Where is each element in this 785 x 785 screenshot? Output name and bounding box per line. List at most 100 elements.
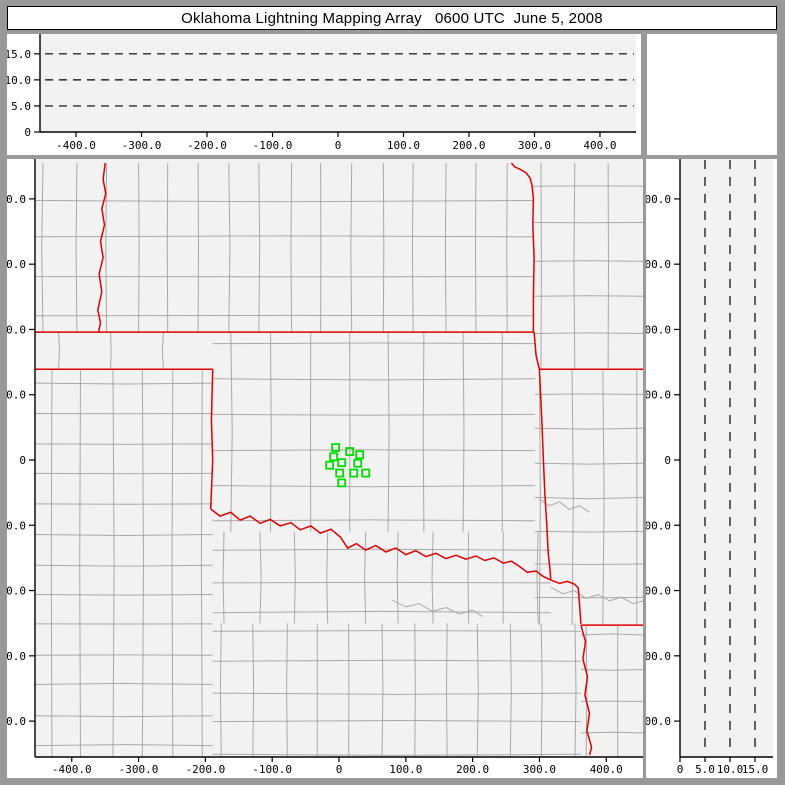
county-line — [212, 659, 581, 662]
county-line — [540, 623, 543, 757]
ew-tick-label: 100.0 — [387, 139, 420, 152]
ew-tick-label: -200.0 — [185, 763, 225, 776]
station-marker — [331, 443, 341, 452]
county-line — [252, 623, 255, 757]
county-line — [35, 594, 213, 596]
ew-tick-label: -100.0 — [252, 763, 292, 776]
county-line — [445, 623, 448, 757]
county-line — [574, 623, 577, 757]
station-marker — [353, 458, 363, 468]
ns-tick-label: -100.0 — [646, 519, 671, 532]
altitude-tick-label: 0 — [24, 126, 31, 139]
ns-tick-label: 200.0 — [646, 323, 671, 336]
county-line — [35, 715, 213, 718]
county-line — [222, 531, 225, 624]
county-line — [212, 610, 551, 614]
county-line — [75, 162, 78, 333]
state-border-ok-ar-border — [533, 332, 552, 581]
county-line — [259, 531, 262, 624]
county-line — [35, 534, 213, 537]
ew-tick-label: 400.0 — [590, 763, 623, 776]
ew-tick-label: -100.0 — [253, 139, 293, 152]
plot-background — [40, 34, 636, 132]
county-line — [212, 485, 535, 488]
county-line — [533, 260, 643, 262]
county-line — [476, 623, 479, 757]
county-line — [431, 531, 434, 624]
ns-tick-label: 100.0 — [646, 389, 671, 402]
county-line — [571, 369, 574, 626]
county-line — [290, 162, 293, 333]
ew-tick-label: 100.0 — [389, 763, 422, 776]
county-line — [534, 496, 643, 500]
county-line — [580, 731, 643, 734]
altitude-ew-plot: 0 5.0 10.0 15.0 -400.0 -300.0 -200.0 -100.0 0 100… — [7, 34, 636, 152]
county-line — [212, 378, 535, 381]
altitude-tick-label: 15.0 — [7, 48, 31, 61]
county-line — [444, 162, 447, 333]
ew-tick-label: 300.0 — [523, 763, 556, 776]
county-line — [35, 200, 534, 203]
county-line — [364, 531, 367, 624]
county-line — [212, 342, 535, 345]
plot-background — [680, 159, 773, 757]
ns-tick-label: -400.0 — [7, 715, 26, 728]
altitude-ns-plot: 400.0 300.0 200.0 100.0 0 -100.0 -200.0 -300.0 -… — [646, 159, 773, 776]
map-layers — [35, 162, 643, 757]
county-line — [212, 413, 535, 416]
county-line — [381, 623, 384, 757]
station-marker — [325, 460, 335, 470]
county-line — [161, 332, 164, 370]
county-line — [411, 162, 414, 333]
ns-tick-label: 400.0 — [7, 193, 26, 206]
county-line — [258, 162, 261, 333]
county-line — [286, 623, 288, 757]
county-line — [382, 162, 385, 333]
altitude-tick-label: 15.0 — [742, 763, 769, 776]
county-line — [212, 581, 551, 584]
county-line — [212, 719, 581, 723]
station-marker — [337, 458, 347, 468]
county-line — [110, 332, 112, 370]
altitude-tick-label: 0 — [677, 763, 684, 776]
ns-tick-label: -200.0 — [7, 585, 26, 598]
river-s-2 — [392, 599, 483, 618]
county-line — [212, 630, 581, 632]
county-line — [212, 449, 535, 452]
county-line — [35, 744, 213, 747]
county-line — [171, 369, 174, 757]
altitude-ns-panel: 400.0 300.0 200.0 100.0 0 -100.0 -200.0 -300.0 -… — [646, 159, 777, 778]
county-line — [138, 162, 140, 333]
county-line — [230, 332, 233, 532]
ew-tick-label: 400.0 — [583, 139, 616, 152]
county-line — [534, 563, 643, 566]
county-line — [462, 332, 465, 532]
county-line — [580, 669, 643, 671]
county-line — [35, 443, 213, 445]
county-line — [212, 753, 581, 756]
station-marker — [345, 447, 355, 456]
state-border-tx-south-border — [580, 624, 593, 756]
state-border-nw-meridian — [97, 162, 107, 333]
county-line — [534, 462, 643, 465]
state-border-east-border-north — [510, 162, 535, 333]
county-line — [228, 162, 231, 333]
ns-tick-label: -300.0 — [7, 650, 26, 663]
county-line — [293, 531, 296, 624]
county-line — [219, 623, 222, 757]
altitude-tick-label: 5.0 — [11, 100, 31, 113]
altitude-tick-label: 10.0 — [717, 763, 744, 776]
station-marker — [355, 450, 365, 460]
state-border-red-river — [210, 508, 552, 581]
ns-tick-label: 0 — [664, 454, 671, 467]
county-line — [534, 530, 643, 533]
state-border-river-to-south-jog — [550, 579, 582, 624]
plan-view-plot[interactable]: 400.0 300.0 200.0 100.0 0 -100.0 -200.0 -300.0 -… — [7, 159, 643, 778]
ns-tick-label: -400.0 — [646, 715, 671, 728]
county-line — [105, 162, 108, 333]
county-line — [536, 531, 539, 624]
county-line — [41, 162, 44, 333]
county-line — [396, 531, 399, 624]
county-line — [326, 531, 329, 624]
county-line — [270, 332, 272, 532]
